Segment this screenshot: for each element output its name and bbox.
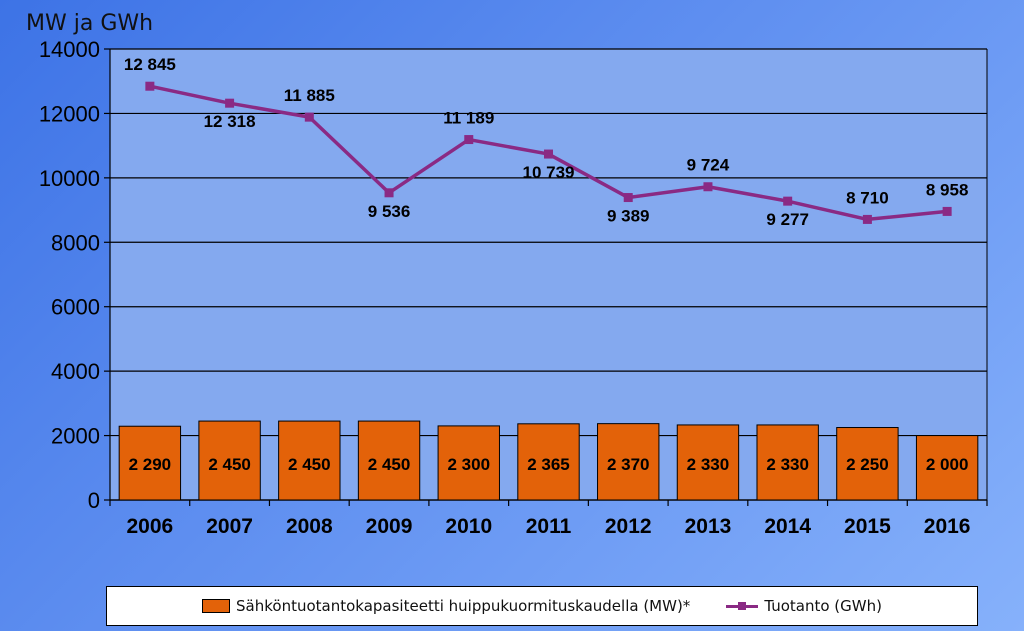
x-tick-label: 2015 xyxy=(844,515,891,538)
plot-area: 0 2000 4000 6000 8000 10000 12000 14000 2006 2007… xyxy=(39,37,988,538)
bar-data-label: 2 000 xyxy=(926,455,969,474)
bar xyxy=(836,427,899,501)
bar xyxy=(437,425,500,501)
bar xyxy=(118,425,182,501)
line-data-label: 12 845 xyxy=(124,55,176,74)
legend-label-production: Tuotanto (GWh) xyxy=(764,597,882,615)
bar xyxy=(676,424,740,501)
legend-item-production: Tuotanto (GWh) xyxy=(726,597,882,615)
line-data-label: 9 724 xyxy=(687,156,730,175)
line-point xyxy=(304,112,314,122)
bar xyxy=(597,423,660,501)
legend-line-swatch xyxy=(726,600,759,612)
line-point xyxy=(145,81,155,91)
line-data-label: 8 710 xyxy=(846,188,889,207)
line-data-label: 10 739 xyxy=(523,163,575,182)
x-tick-label: 2008 xyxy=(286,515,333,538)
y-tick-label: 10000 xyxy=(39,166,100,191)
y-tick-label: 4000 xyxy=(51,359,100,384)
bar-data-label: 2 300 xyxy=(447,455,490,474)
x-tick-label: 2011 xyxy=(526,515,572,538)
legend-label-capacity: Sähköntuotantokapasiteetti huippukuormit… xyxy=(236,597,691,615)
y-tick-label: 2000 xyxy=(51,424,100,449)
bar-data-label: 2 370 xyxy=(607,455,650,474)
bar-data-label: 2 450 xyxy=(288,455,331,474)
bar xyxy=(198,420,261,501)
line-data-label: 8 958 xyxy=(926,180,969,199)
bar-data-label: 2 365 xyxy=(527,455,570,474)
line-data-label: 9 277 xyxy=(766,210,809,229)
line-point xyxy=(942,206,952,216)
line-point xyxy=(862,214,872,224)
line-point xyxy=(783,196,793,206)
x-tick-label: 2009 xyxy=(366,515,413,538)
bar-data-label: 2 330 xyxy=(766,455,809,474)
line-point xyxy=(384,188,394,198)
line-point xyxy=(464,135,474,145)
bar-data-label: 2 290 xyxy=(129,455,172,474)
x-tick-label: 2010 xyxy=(445,515,492,538)
x-tick-label: 2016 xyxy=(924,515,971,538)
bar xyxy=(756,424,819,501)
line-point xyxy=(703,182,713,192)
x-tick-label: 2007 xyxy=(206,515,253,538)
line-data-label: 11 189 xyxy=(443,109,494,128)
bar xyxy=(915,435,979,501)
line-point xyxy=(623,193,633,203)
bar xyxy=(357,420,421,501)
line-data-label: 9 389 xyxy=(607,207,650,226)
bar-data-label: 2 330 xyxy=(687,455,730,474)
line-point xyxy=(225,98,235,108)
x-tick-label: 2013 xyxy=(685,515,732,538)
bar-data-label: 2 450 xyxy=(368,455,411,474)
y-axis-unit-label: MW ja GWh xyxy=(26,11,153,36)
line-point xyxy=(544,149,553,159)
y-tick-label: 0 xyxy=(88,488,100,513)
bar xyxy=(517,423,580,501)
x-tick-label: 2012 xyxy=(605,515,652,538)
y-tick-label: 8000 xyxy=(51,230,100,255)
legend: Sähköntuotantokapasiteetti huippukuormit… xyxy=(106,586,978,626)
bar-data-label: 2 250 xyxy=(846,455,889,474)
bar-data-label: 2 450 xyxy=(208,455,251,474)
bar xyxy=(278,420,341,501)
legend-item-capacity: Sähköntuotantokapasiteetti huippukuormit… xyxy=(202,597,690,615)
x-tick-label: 2014 xyxy=(764,515,811,538)
line-data-label: 9 536 xyxy=(368,202,411,221)
x-tick-label: 2006 xyxy=(127,515,174,538)
line-data-label: 11 885 xyxy=(284,86,335,105)
y-tick-label: 14000 xyxy=(39,37,100,62)
y-tick-label: 12000 xyxy=(39,101,100,126)
legend-bar-swatch xyxy=(202,599,231,613)
line-data-label: 12 318 xyxy=(204,112,256,131)
y-tick-label: 6000 xyxy=(51,295,100,320)
